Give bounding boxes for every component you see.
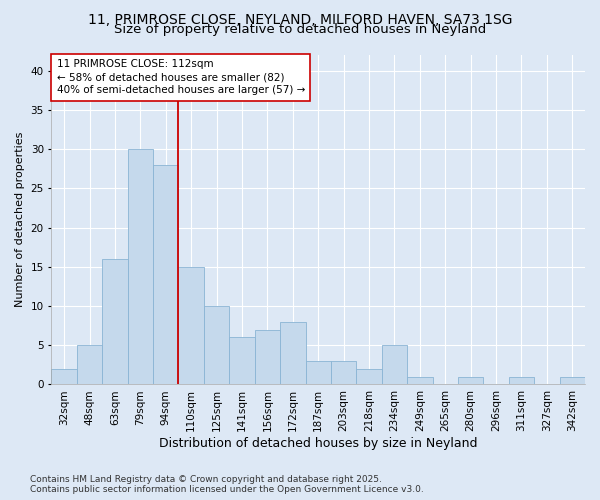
Bar (255, 330, 280, 384)
Bar (128, 149, 153, 384)
Bar (305, 361, 331, 384)
Text: 11 PRIMROSE CLOSE: 112sqm
← 58% of detached houses are smaller (82)
40% of semi-: 11 PRIMROSE CLOSE: 112sqm ← 58% of detac… (56, 59, 305, 96)
Bar (560, 376, 585, 384)
Bar (509, 376, 534, 384)
Bar (280, 322, 305, 384)
Bar (52, 369, 77, 384)
Text: 11, PRIMROSE CLOSE, NEYLAND, MILFORD HAVEN, SA73 1SG: 11, PRIMROSE CLOSE, NEYLAND, MILFORD HAV… (88, 12, 512, 26)
Text: Size of property relative to detached houses in Neyland: Size of property relative to detached ho… (114, 22, 486, 36)
Y-axis label: Number of detached properties: Number of detached properties (15, 132, 25, 308)
Bar (153, 165, 178, 384)
Bar (331, 361, 356, 384)
Bar (204, 306, 229, 384)
Bar (229, 338, 255, 384)
Text: Contains HM Land Registry data © Crown copyright and database right 2025.
Contai: Contains HM Land Registry data © Crown c… (30, 474, 424, 494)
Bar (382, 345, 407, 385)
Bar (356, 369, 382, 384)
X-axis label: Distribution of detached houses by size in Neyland: Distribution of detached houses by size … (159, 437, 478, 450)
Bar (77, 345, 102, 385)
Bar (407, 376, 433, 384)
Bar (102, 259, 128, 384)
Bar (458, 376, 484, 384)
Bar (178, 267, 204, 384)
